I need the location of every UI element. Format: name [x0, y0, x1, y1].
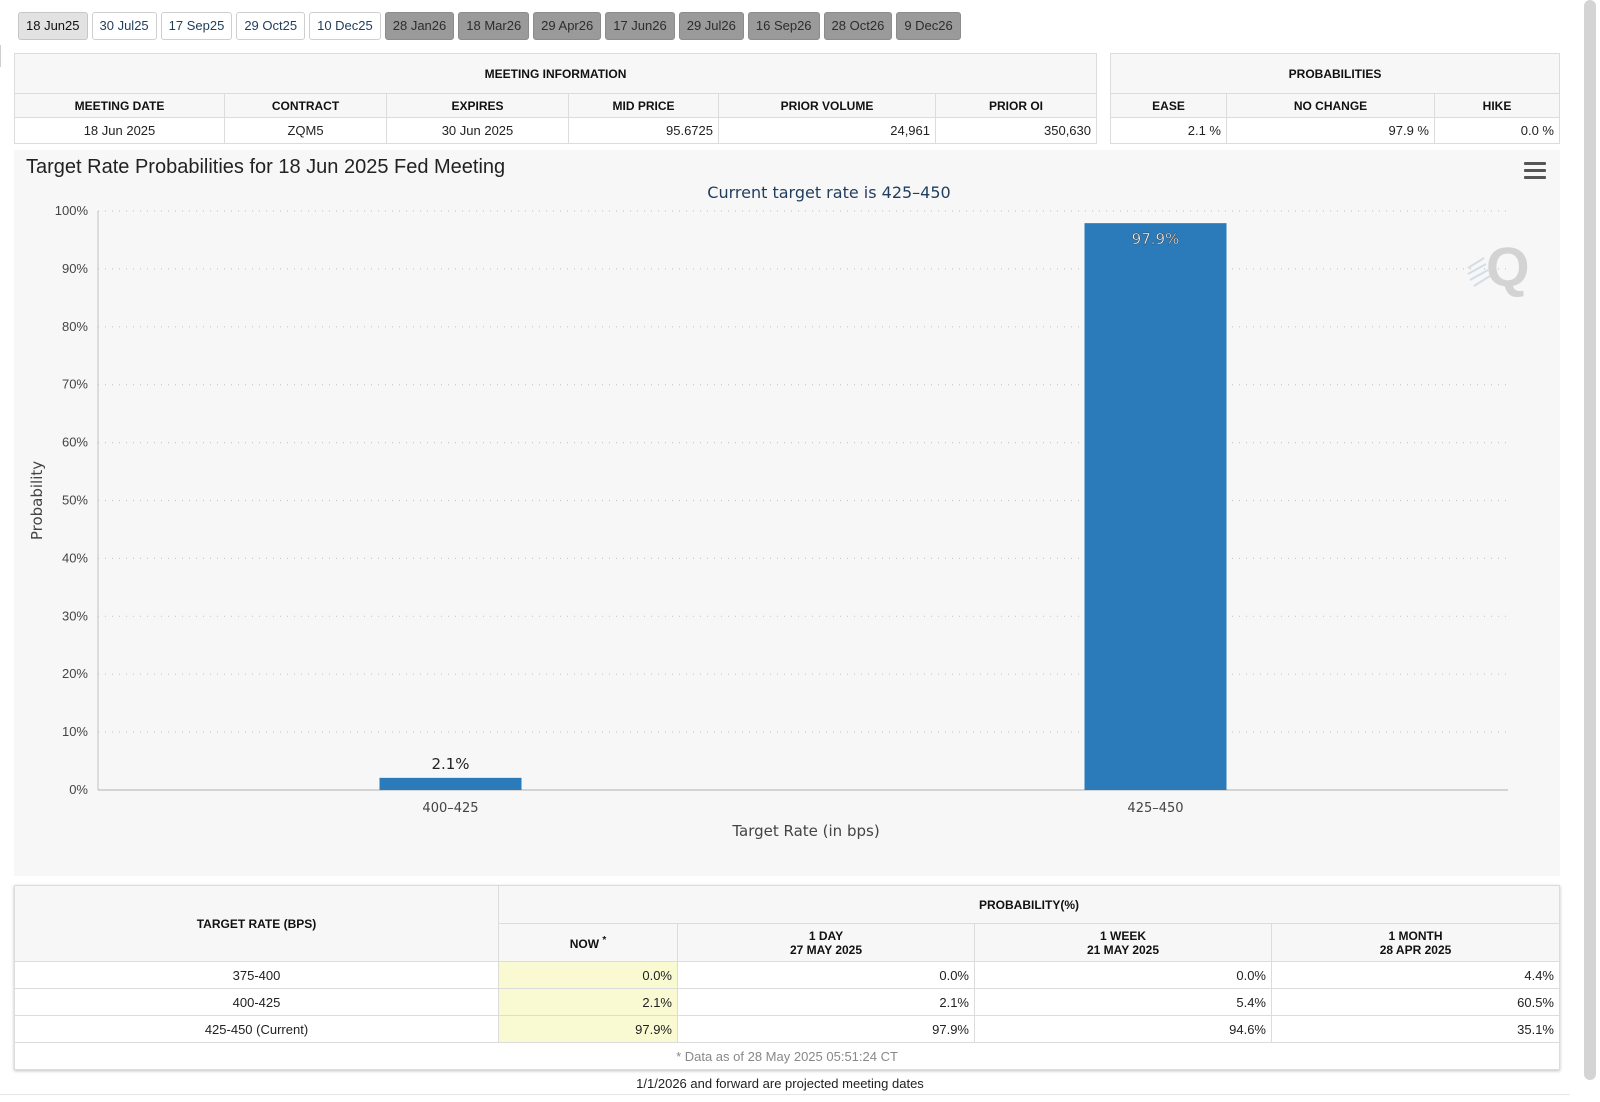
data-label: 97.9%: [1132, 230, 1180, 248]
y-tick-label: 100%: [55, 203, 89, 218]
svg-text:Q: Q: [1486, 235, 1530, 298]
target-rate-header: TARGET RATE (BPS): [14, 885, 499, 962]
no-change-value: 97.9 %: [1226, 117, 1435, 144]
meeting-tab-29-oct25[interactable]: 29 Oct25: [236, 12, 306, 40]
meeting-tab-28-jan26[interactable]: 28 Jan26: [384, 12, 455, 40]
chart-bar: [379, 777, 522, 790]
meeting-date-value: 18 Jun 2025: [14, 117, 225, 144]
meeting-tab-28-oct26[interactable]: 28 Oct26: [823, 12, 893, 40]
contract-value: ZQM5: [224, 117, 387, 144]
chart-panel: 0% 10% 20% 30% 40% 50% 60% 70% 80% 90% 100% 400–425…: [14, 150, 1560, 876]
x-tick-label: 400–425: [422, 801, 478, 816]
one-month-cell: 35.1%: [1271, 1015, 1560, 1043]
chart-bar: [1084, 223, 1227, 790]
probability-header: PROBABILITY(%): [498, 885, 1560, 924]
y-tick-label: 30%: [62, 608, 88, 623]
meeting-tab-10-dec25[interactable]: 10 Dec25: [309, 12, 381, 40]
y-tick-label: 10%: [62, 724, 88, 739]
probabilities-table: PROBABILITIES EASE NO CHANGE HIKE 2.1 % …: [1110, 53, 1560, 144]
meeting-tab-18-jun25[interactable]: 18 Jun25: [18, 12, 88, 40]
ease-value: 2.1 %: [1110, 117, 1227, 144]
col-now: NOW *: [498, 923, 678, 962]
meeting-tabs: 18 Jun25 30 Jul25 17 Sep25 29 Oct25 10 D…: [18, 12, 961, 40]
col-hike: HIKE: [1434, 93, 1560, 118]
col-expires: EXPIRES: [386, 93, 569, 118]
chart-subtitle: Current target rate is 425–450: [707, 183, 950, 202]
meeting-tab-30-jul25[interactable]: 30 Jul25: [91, 12, 157, 40]
y-tick-label: 90%: [62, 261, 88, 276]
col-1-week: 1 WEEK 21 MAY 2025: [974, 923, 1272, 962]
meeting-tab-17-jun26[interactable]: 17 Jun26: [605, 12, 675, 40]
target-rate-cell: 375-400: [14, 961, 499, 989]
chart-svg: 0% 10% 20% 30% 40% 50% 60% 70% 80% 90% 100% 400–425…: [28, 183, 1508, 840]
one-week-cell: 0.0%: [974, 961, 1272, 989]
meeting-tab-18-mar26[interactable]: 18 Mar26: [458, 12, 530, 40]
projected-dates-footnote: 1/1/2026 and forward are projected meeti…: [636, 1076, 924, 1091]
chart-menu-icon[interactable]: [1524, 162, 1546, 180]
one-week-cell: 94.6%: [974, 1015, 1272, 1043]
x-axis-title: Target Rate (in bps): [731, 822, 879, 840]
mid-price-value: 95.6725: [568, 117, 719, 144]
one-month-cell: 60.5%: [1271, 988, 1560, 1016]
y-tick-label: 40%: [62, 550, 88, 565]
one-month-cell: 4.4%: [1271, 961, 1560, 989]
probabilities-heading: PROBABILITIES: [1110, 53, 1560, 94]
meeting-tab-29-jul26[interactable]: 29 Jul26: [678, 12, 744, 40]
col-1-day: 1 DAY 27 MAY 2025: [677, 923, 975, 962]
col-prior-oi: PRIOR OI: [935, 93, 1097, 118]
now-cell: 0.0%: [498, 961, 678, 989]
expires-value: 30 Jun 2025: [386, 117, 569, 144]
col-1-month: 1 MONTH 28 APR 2025: [1271, 923, 1560, 962]
table-row: 375-400 0.0% 0.0% 0.0% 4.4%: [14, 961, 1560, 989]
target-rate-cell: 400-425: [14, 988, 499, 1016]
hike-value: 0.0 %: [1434, 117, 1560, 144]
x-tick-label: 425–450: [1127, 801, 1183, 816]
chart-title: Target Rate Probabilities for 18 Jun 202…: [26, 156, 506, 178]
one-day-cell: 0.0%: [677, 961, 975, 989]
meeting-information-table: MEETING INFORMATION MEETING DATE CONTRAC…: [14, 53, 1097, 144]
now-cell: 97.9%: [498, 1015, 678, 1043]
y-tick-label: 20%: [62, 666, 88, 681]
col-prior-volume: PRIOR VOLUME: [718, 93, 936, 118]
meeting-tab-29-apr26[interactable]: 29 Apr26: [533, 12, 602, 40]
left-edge-marker: [0, 45, 3, 67]
q-watermark-logo: Q: [1467, 235, 1530, 298]
col-mid-price: MID PRICE: [568, 93, 719, 118]
data-timestamp-note: * Data as of 28 May 2025 05:51:24 CT: [14, 1042, 1560, 1070]
one-day-cell: 97.9%: [677, 1015, 975, 1043]
vertical-scrollbar[interactable]: [1584, 0, 1596, 1080]
meeting-tab-17-sep25[interactable]: 17 Sep25: [160, 12, 233, 40]
meeting-information-heading: MEETING INFORMATION: [14, 53, 1097, 94]
table-row: 425-450 (Current) 97.9% 97.9% 94.6% 35.1…: [14, 1015, 1560, 1043]
col-ease: EASE: [1110, 93, 1227, 118]
now-cell: 2.1%: [498, 988, 678, 1016]
y-tick-label: 0%: [69, 782, 88, 797]
prior-volume-value: 24,961: [718, 117, 936, 144]
y-axis-title: Probability: [28, 461, 46, 540]
meeting-tab-16-sep26[interactable]: 16 Sep26: [747, 12, 820, 40]
prior-oi-value: 350,630: [935, 117, 1097, 144]
y-tick-label: 60%: [62, 435, 88, 450]
divider: [0, 1094, 1570, 1095]
one-day-cell: 2.1%: [677, 988, 975, 1016]
one-week-cell: 5.4%: [974, 988, 1272, 1016]
col-contract: CONTRACT: [224, 93, 387, 118]
meeting-tab-9-dec26[interactable]: 9 Dec26: [896, 12, 961, 40]
y-tick-label: 70%: [62, 377, 88, 392]
data-label: 2.1%: [431, 755, 469, 773]
table-row: 400-425 2.1% 2.1% 5.4% 60.5%: [14, 988, 1560, 1016]
y-tick-label: 50%: [62, 493, 88, 508]
y-tick-label: 80%: [62, 319, 88, 334]
col-meeting-date: MEETING DATE: [14, 93, 225, 118]
target-rate-cell: 425-450 (Current): [14, 1015, 499, 1043]
probability-history-table: TARGET RATE (BPS) PROBABILITY(%) NOW * 1…: [14, 885, 1560, 1070]
col-no-change: NO CHANGE: [1226, 93, 1435, 118]
